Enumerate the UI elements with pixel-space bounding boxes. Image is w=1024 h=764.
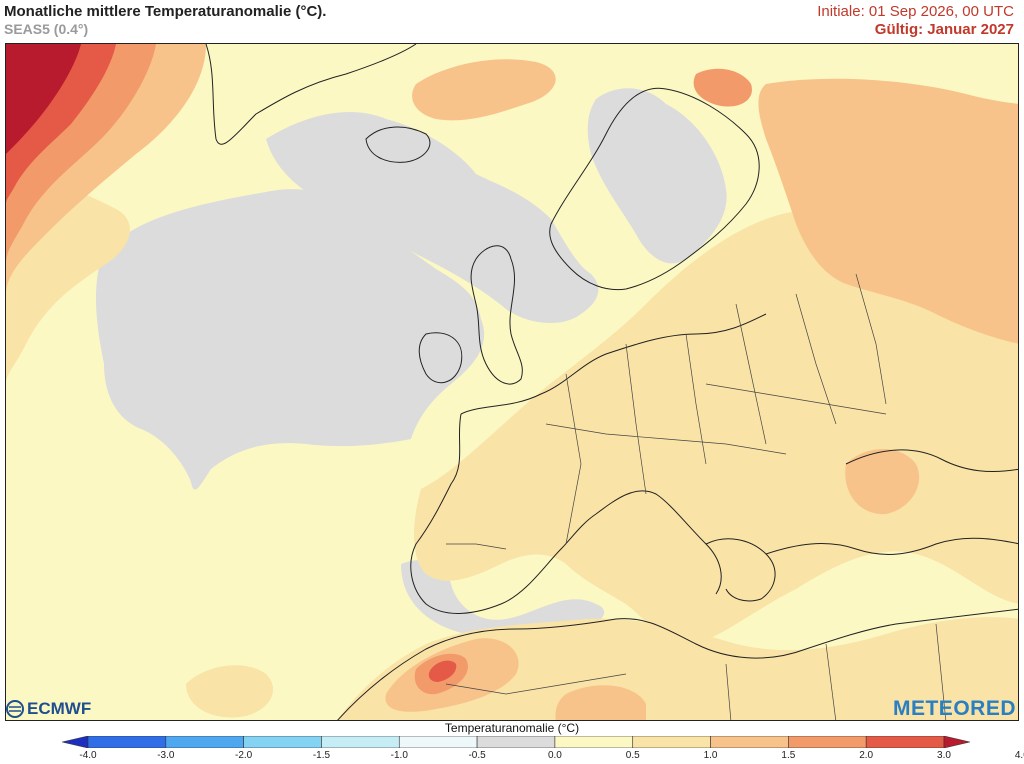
colorbar-tick-label: -1.5 (312, 750, 331, 761)
colorbar-segment (476, 736, 556, 748)
anomaly-1-0-europe (414, 209, 1018, 645)
colorbar-tick-label: 0.0 (547, 750, 562, 761)
colorbar-tick-label: -1.0 (390, 750, 408, 761)
anomaly-1-5-turkey (845, 449, 920, 515)
ecmwf-logo: ECMWF (6, 699, 91, 719)
colorbar-tick-label: -2.0 (235, 750, 253, 761)
neutral-ocean-area (95, 189, 485, 490)
valid-period: Gültig: Januar 2027 (874, 21, 1014, 38)
colorbar-tick-label: 2.0 (859, 750, 874, 761)
colorbar-segment (165, 736, 244, 748)
colorbar-tick-label: -4.0 (79, 750, 97, 761)
map-canvas (6, 44, 1018, 720)
colorbar-tick-label: -0.5 (468, 750, 486, 761)
anomaly-1-0-atlantic (186, 665, 274, 718)
neutral-area-iberia-coast (401, 560, 605, 639)
anomaly-2-0-arctic-russia (693, 68, 752, 107)
neutral-area-north (266, 111, 599, 324)
ecmwf-logo-text: ECMWF (27, 699, 92, 718)
anomaly-1-0-north-africa (337, 617, 1018, 720)
colorbar-extend-low (62, 736, 89, 748)
colorbar-title: Temperaturanomalie (°C) (444, 721, 580, 735)
colorbar-extend-high (943, 736, 970, 748)
colorbar-segment (243, 736, 322, 748)
colorbar-labels: -4.0 -3.0 -2.0 -1.5 -1.0 -0.5 0.0 0.5 1.0 1.5 2.0 3… (0, 750, 1024, 764)
colorbar-tick-label: 4.0 (1014, 750, 1024, 761)
colorbar-segment (398, 736, 478, 748)
colorbar-segment (87, 736, 167, 748)
country-borders (445, 273, 947, 720)
anomaly-map[interactable] (5, 43, 1019, 721)
colorbar-segment (321, 736, 400, 748)
colorbar-tick-label: 0.5 (625, 750, 640, 761)
colorbar-segment (788, 736, 867, 748)
colorbar-segment (554, 736, 634, 748)
initialization-time: Initiale: 01 Sep 2026, 00 UTC (817, 3, 1014, 20)
map-title: Monatliche mittlere Temperaturanomalie (… (4, 3, 327, 20)
colorbar-tick-label: 1.5 (781, 750, 796, 761)
anomaly-4-0-greenland (6, 44, 81, 154)
anomaly-1-5-sahara (555, 685, 646, 720)
colorbar-tick-label: 1.0 (703, 750, 718, 761)
colorbar-segment (710, 736, 789, 748)
model-subtitle: SEAS5 (0.4°) (4, 21, 89, 37)
meteored-logo: METEORED (892, 697, 1016, 720)
anomaly-1-5-russia (758, 78, 1018, 344)
colorbar-tick-label: -3.0 (157, 750, 175, 761)
globe-icon (6, 700, 24, 718)
colorbar-segment (632, 736, 711, 748)
coastlines (205, 44, 1018, 720)
neutral-area-scandinavia (587, 88, 727, 264)
colorbar-tick-label: 3.0 (937, 750, 951, 761)
colorbar (62, 736, 970, 748)
anomaly-3-0-atlas (428, 660, 457, 682)
anomaly-1-5-arctic (412, 59, 556, 121)
colorbar-segment (865, 736, 945, 748)
